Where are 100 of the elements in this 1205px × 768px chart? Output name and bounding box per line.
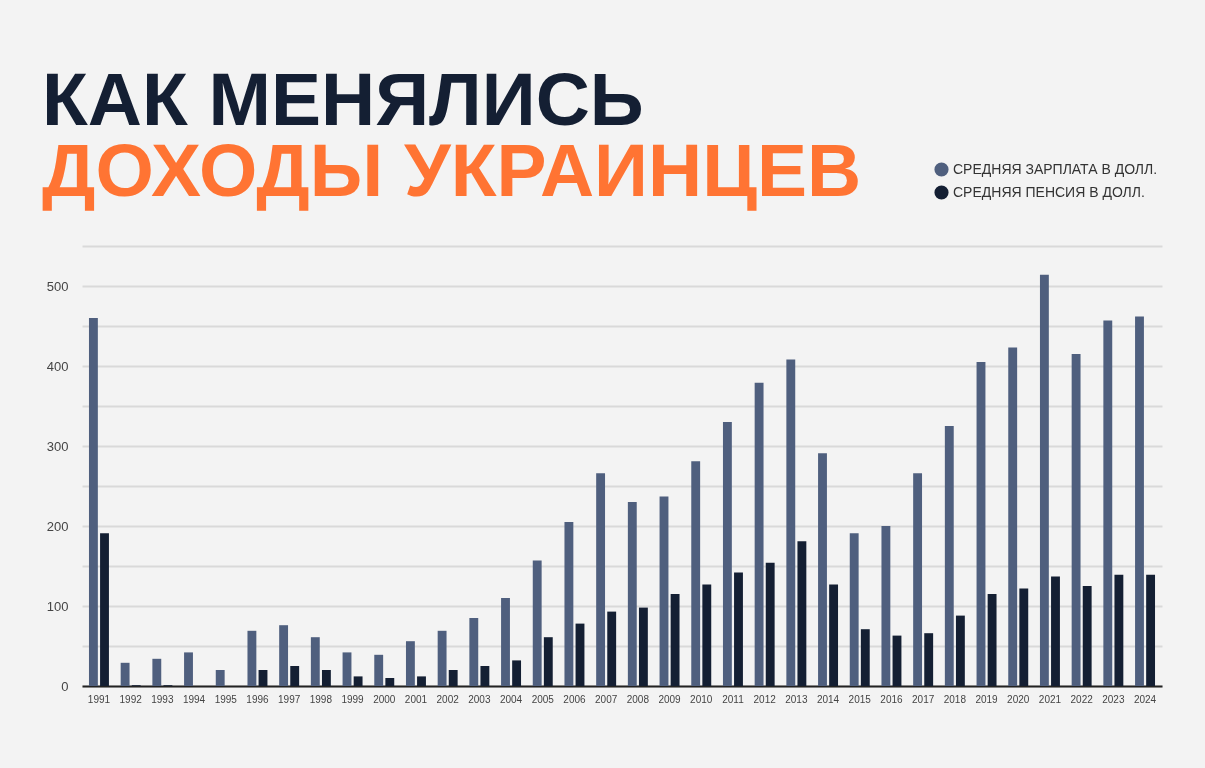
bar	[754, 382, 764, 686]
bar	[944, 426, 954, 686]
x-tick-label: 2016	[880, 693, 903, 705]
x-tick-label: 2019	[975, 693, 999, 705]
bar	[765, 562, 775, 686]
bar	[501, 598, 510, 686]
x-tick-label: 2005	[531, 693, 555, 705]
x-tick-label: 1991	[87, 693, 111, 705]
x-tick-label: 2023	[1102, 693, 1125, 705]
bar	[385, 678, 395, 686]
x-tick-label: 1993	[151, 693, 174, 705]
bar	[564, 522, 574, 686]
x-tick-label: 2014	[816, 693, 840, 705]
bar	[480, 666, 490, 686]
bar	[913, 473, 923, 686]
x-tick-label: 2002	[436, 693, 460, 705]
bar	[417, 676, 426, 686]
x-tick-label: 2000	[373, 693, 396, 705]
bar	[881, 526, 891, 686]
bar	[860, 629, 870, 686]
y-tick-label: 100	[46, 598, 69, 614]
bar	[1103, 320, 1113, 686]
bar	[596, 473, 606, 686]
x-tick-label: 1996	[246, 693, 270, 705]
bar	[120, 662, 130, 686]
legend-label: СРЕДНЯЯ ПЕНСИЯ В ДОЛЛ.	[953, 183, 1145, 200]
bar	[1071, 354, 1081, 686]
bar	[607, 611, 617, 686]
bar	[627, 502, 637, 686]
bar	[437, 630, 447, 686]
bar	[310, 637, 320, 686]
bar	[247, 630, 257, 686]
x-tick-label: 1997	[278, 693, 301, 705]
legend-label: СРЕДНЯЯ ЗАРПЛАТА В ДОЛЛ.	[953, 160, 1158, 177]
x-tick-label: 2003	[468, 693, 491, 705]
bar	[955, 615, 965, 686]
bar	[1039, 274, 1049, 686]
bar	[1082, 586, 1092, 686]
bar	[702, 584, 712, 686]
bar	[797, 541, 807, 686]
x-tick-label: 2017	[912, 693, 935, 705]
x-tick-label: 2001	[404, 693, 428, 705]
bar	[353, 676, 363, 686]
x-tick-label: 2013	[785, 693, 808, 705]
bar	[405, 641, 415, 686]
bar	[1135, 316, 1144, 686]
x-tick-label: 2018	[943, 693, 967, 705]
bar	[638, 607, 648, 686]
x-tick-label: 1992	[119, 693, 143, 705]
x-tick-label: 2020	[1007, 693, 1030, 705]
x-tick-label: 2010	[690, 693, 713, 705]
bar	[184, 652, 193, 686]
x-tick-label: 2009	[658, 693, 682, 705]
x-tick-label: 2015	[848, 693, 872, 705]
bar	[321, 670, 331, 686]
bar	[818, 453, 827, 686]
y-tick-label: 400	[46, 358, 69, 374]
bar	[100, 533, 109, 686]
x-tick-label: 2007	[595, 693, 618, 705]
x-tick-label: 2011	[722, 693, 745, 705]
x-tick-label: 2021	[1038, 693, 1062, 705]
bar	[258, 670, 268, 686]
x-tick-label: 2022	[1070, 693, 1094, 705]
bar	[374, 654, 384, 686]
bar	[1051, 576, 1060, 686]
x-tick-label: 1998	[309, 693, 333, 705]
y-tick-label: 200	[46, 518, 69, 534]
bar	[849, 533, 859, 686]
bar	[512, 660, 522, 686]
bar	[342, 652, 352, 686]
bar	[1114, 574, 1124, 686]
x-tick-label: 1999	[341, 693, 365, 705]
bar	[987, 594, 997, 686]
bar	[448, 670, 458, 686]
bar	[1008, 347, 1018, 686]
bar	[734, 572, 743, 686]
y-tick-label: 300	[46, 438, 69, 454]
bar	[976, 362, 986, 686]
bar	[722, 422, 732, 686]
bar	[215, 670, 225, 686]
x-tick-label: 2008	[626, 693, 650, 705]
bar	[88, 318, 98, 686]
x-tick-label: 2024	[1133, 693, 1157, 705]
bar	[1146, 574, 1156, 686]
bar	[575, 623, 585, 686]
x-tick-label: 2004	[499, 693, 523, 705]
bar	[290, 666, 300, 686]
x-tick-label: 1994	[182, 693, 206, 705]
bar	[786, 359, 796, 686]
bar	[152, 658, 162, 686]
bar	[659, 496, 669, 686]
bar	[670, 594, 680, 686]
x-tick-label: 1995	[214, 693, 238, 705]
bar	[829, 584, 839, 686]
bar	[543, 637, 553, 686]
bar	[1019, 588, 1029, 686]
bar	[469, 618, 479, 686]
bar	[279, 625, 289, 686]
bar	[924, 633, 934, 686]
bar	[532, 560, 542, 686]
